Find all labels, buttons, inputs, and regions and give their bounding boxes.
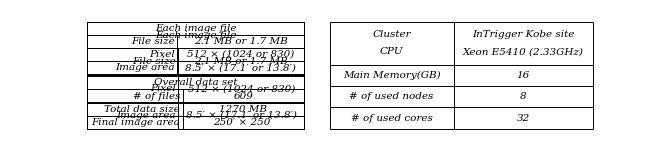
Text: # of used cores: # of used cores bbox=[351, 114, 432, 123]
Text: # of files: # of files bbox=[133, 91, 180, 101]
Text: 1270 MB: 1270 MB bbox=[219, 105, 267, 114]
Text: 8: 8 bbox=[520, 92, 527, 101]
Text: Total data size: Total data size bbox=[105, 105, 180, 114]
Bar bbox=[87, 22, 304, 74]
Text: 609: 609 bbox=[233, 91, 253, 101]
Text: Final image area: Final image area bbox=[91, 118, 180, 127]
Bar bbox=[87, 76, 304, 129]
Text: 8.5′ × (17.1′ or 13.8′): 8.5′ × (17.1′ or 13.8′) bbox=[186, 111, 296, 120]
Text: 8.5′ × (17.1′ or 13.8′): 8.5′ × (17.1′ or 13.8′) bbox=[185, 63, 296, 72]
Bar bbox=[87, 22, 304, 129]
Text: Pixel: Pixel bbox=[149, 50, 175, 59]
Text: 250′ × 250′: 250′ × 250′ bbox=[214, 118, 273, 127]
Text: Main Memory(GB): Main Memory(GB) bbox=[343, 71, 440, 80]
Bar bbox=[330, 22, 593, 129]
Text: 16: 16 bbox=[517, 71, 530, 80]
Text: File size: File size bbox=[132, 57, 176, 66]
Text: Cluster: Cluster bbox=[372, 30, 411, 39]
Text: Pixel: Pixel bbox=[151, 84, 176, 93]
Text: Each image file: Each image file bbox=[155, 24, 236, 33]
Text: CPU: CPU bbox=[380, 47, 404, 56]
Text: Overall data set: Overall data set bbox=[154, 78, 237, 87]
Text: File size: File size bbox=[131, 37, 175, 46]
Text: InTrigger Kobe site: InTrigger Kobe site bbox=[472, 30, 575, 39]
Text: 512 × (1024 or 830): 512 × (1024 or 830) bbox=[187, 50, 294, 59]
Text: Each image file: Each image file bbox=[155, 31, 236, 40]
Text: 32: 32 bbox=[517, 114, 530, 123]
Text: Xeon E5410 (2.33GHz): Xeon E5410 (2.33GHz) bbox=[463, 47, 584, 56]
Text: # of used nodes: # of used nodes bbox=[350, 92, 434, 101]
Text: Image area: Image area bbox=[115, 63, 175, 72]
Text: 512 × (1024 or 830): 512 × (1024 or 830) bbox=[188, 84, 295, 93]
Text: Image area: Image area bbox=[117, 111, 176, 120]
Text: 2.1 MB or 1.7 MB: 2.1 MB or 1.7 MB bbox=[194, 37, 288, 46]
Text: 2.1 MB or 1.7 MB: 2.1 MB or 1.7 MB bbox=[194, 57, 288, 66]
